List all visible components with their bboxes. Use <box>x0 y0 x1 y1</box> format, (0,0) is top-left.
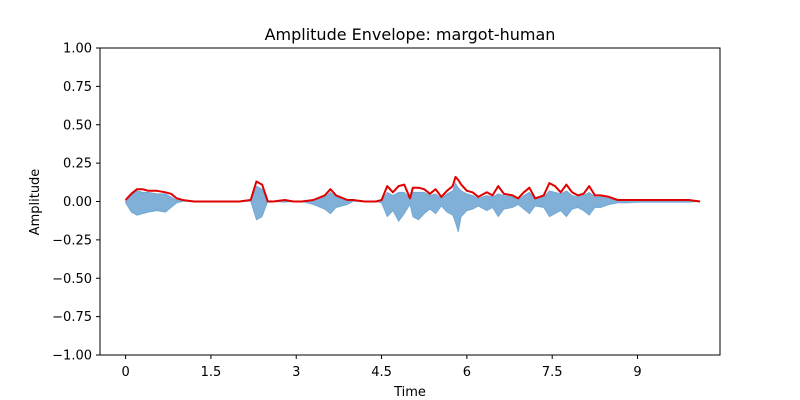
x-axis-label: Time <box>393 385 426 400</box>
x-tick-label: 7.5 <box>542 365 563 380</box>
y-tick-label: 0.00 <box>63 195 92 210</box>
y-tick-label: −0.50 <box>52 272 92 287</box>
envelope-line <box>124 175 701 203</box>
x-tick-label: 0 <box>121 365 129 380</box>
y-tick-label: 0.75 <box>63 80 92 95</box>
x-tick-label: 6 <box>463 365 471 380</box>
axes-frame <box>99 47 721 356</box>
chart-title: Amplitude Envelope: margot-human <box>265 25 556 44</box>
x-tick-label: 1.5 <box>201 365 222 380</box>
y-axis-label: Amplitude <box>28 169 43 236</box>
y-tick-label: 0.50 <box>63 118 92 133</box>
plot-area <box>124 175 701 233</box>
y-tick-label: 1.00 <box>63 42 92 57</box>
x-tick-label: 3 <box>292 365 300 380</box>
y-tick-label: −1.00 <box>52 349 92 364</box>
axis-ticks: 0 1.5 3 4.5 6 7.5 9 1.00 0.75 0.50 0.25 0.00 −0.25 −0… <box>52 42 642 381</box>
x-tick-label: 9 <box>633 365 641 380</box>
x-tick-label: 4.5 <box>371 365 392 380</box>
y-tick-label: 0.25 <box>63 157 92 172</box>
y-tick-label: −0.75 <box>52 310 92 325</box>
y-tick-label: −0.25 <box>52 233 92 248</box>
